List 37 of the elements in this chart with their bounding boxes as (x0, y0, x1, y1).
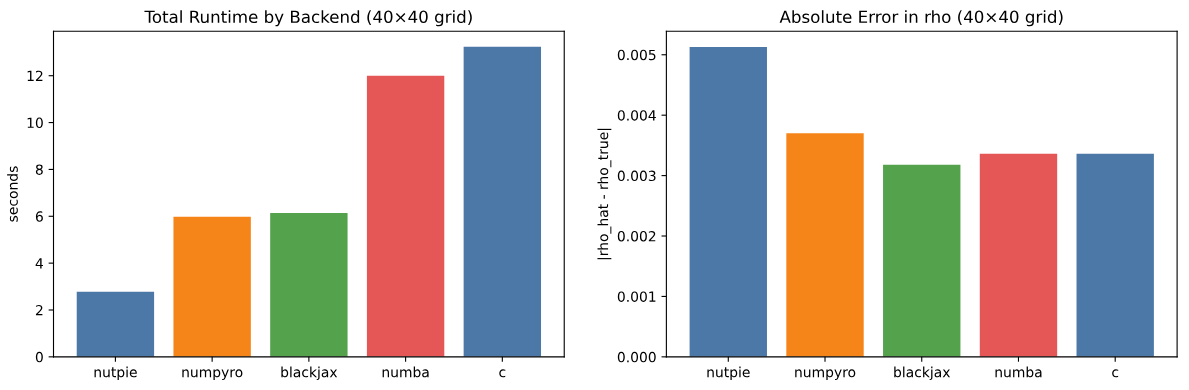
chart-title: Total Runtime by Backend (40×40 grid) (144, 10, 472, 27)
y-tick-label: 8 (35, 164, 43, 175)
y-tick-label: 2 (35, 304, 43, 316)
y-axis-title: seconds (7, 166, 18, 222)
bar (463, 46, 542, 357)
y-tick-label: 4 (35, 258, 43, 269)
bar (979, 153, 1058, 357)
bar (366, 75, 445, 357)
x-tick-label: blackjax (894, 366, 951, 381)
y-tick-label: 0.002 (617, 230, 656, 242)
y-tick-label: 10 (27, 117, 43, 129)
bar (883, 164, 961, 357)
y-axis-title: |rho_hat - rho_true| (597, 128, 612, 260)
x-tick-label: c (1112, 369, 1119, 378)
x-tick-label: nutpie (94, 366, 137, 381)
x-tick-label: numpyro (182, 369, 243, 381)
x-tick-label: blackjax (281, 366, 338, 381)
x-tick-label: numpyro (795, 369, 856, 381)
y-tick-label: 0.004 (617, 110, 656, 121)
x-tick-label: numba (995, 366, 1042, 378)
x-tick-label: nutpie (707, 366, 750, 381)
y-tick-label: 6 (35, 211, 43, 222)
x-tick-label: c (499, 369, 506, 378)
bar (173, 216, 251, 357)
bar (270, 213, 348, 357)
bar (689, 46, 767, 357)
y-tick-label: 0.001 (617, 291, 656, 302)
y-tick-label: 0.005 (617, 49, 656, 61)
x-tick-label: numba (382, 366, 429, 378)
bar (76, 291, 155, 357)
bar (1076, 153, 1154, 357)
y-tick-label: 0.000 (617, 351, 656, 363)
bar (786, 133, 864, 357)
y-tick-label: 0 (35, 351, 43, 363)
y-tick-label: 0.003 (617, 170, 656, 182)
chart-title: Absolute Error in rho (40×40 grid) (779, 10, 1063, 27)
y-tick-label: 12 (27, 70, 43, 81)
